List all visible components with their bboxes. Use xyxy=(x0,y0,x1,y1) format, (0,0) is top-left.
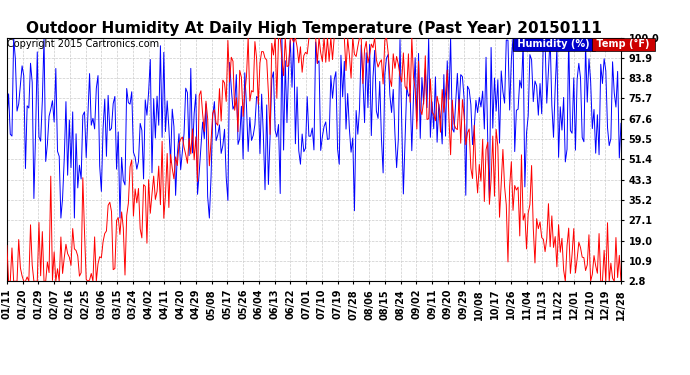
Title: Outdoor Humidity At Daily High Temperature (Past Year) 20150111: Outdoor Humidity At Daily High Temperatu… xyxy=(26,21,602,36)
Text: Temp (°F): Temp (°F) xyxy=(593,39,653,50)
Text: Humidity (%): Humidity (%) xyxy=(514,39,593,50)
Text: Copyright 2015 Cartronics.com: Copyright 2015 Cartronics.com xyxy=(7,39,159,50)
